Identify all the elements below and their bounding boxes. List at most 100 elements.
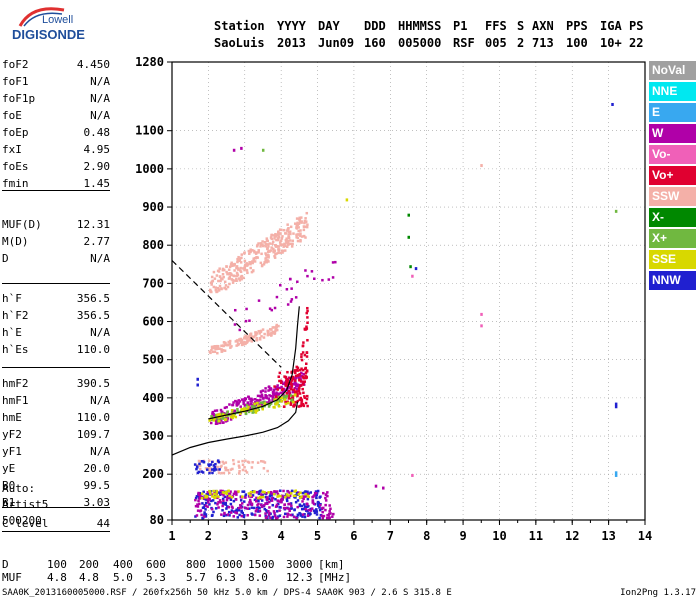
distance-value: 1500 [248, 558, 275, 571]
echo-point [315, 496, 318, 500]
echo-point [261, 244, 265, 248]
echo-point [324, 496, 327, 500]
echo-point [278, 379, 281, 383]
echo-point [195, 514, 199, 517]
echo-point [285, 499, 289, 503]
echo-point [298, 503, 302, 506]
echo-point [273, 250, 276, 253]
echo-point [255, 338, 259, 342]
echo-point [294, 371, 297, 375]
echo-point [232, 510, 236, 513]
x-tick-label: 14 [638, 529, 652, 543]
echo-point [259, 401, 263, 404]
echo-point [232, 401, 235, 404]
echo-point [221, 508, 224, 512]
echo-point [328, 509, 331, 513]
muf-unit: [MHz] [318, 571, 352, 584]
echo-point [231, 403, 235, 407]
echo-point [235, 339, 239, 343]
echo-point [275, 503, 279, 507]
header-col-7-value: 2 [517, 36, 525, 50]
echo-point [273, 256, 277, 259]
echo-point [218, 421, 222, 425]
echo-point [306, 338, 309, 342]
echo-point [221, 349, 224, 353]
echo-point [265, 253, 268, 257]
y-tick-label: 1000 [135, 162, 164, 176]
echo-point [223, 286, 226, 290]
logo-text-digisonde: DIGISONDE [12, 27, 85, 42]
echo-point [222, 493, 225, 497]
param-value: 0.48 [83, 126, 111, 139]
echo-point [217, 460, 221, 464]
muf-value: 4.8 [47, 571, 67, 584]
echo-point [249, 492, 252, 495]
echo-point [246, 263, 250, 266]
echo-point [282, 515, 286, 519]
echo-point [223, 413, 227, 416]
echo-point [239, 496, 243, 499]
plot-frame [171, 61, 646, 521]
echo-point [219, 419, 223, 422]
echo-point [247, 403, 250, 406]
echo-point [240, 277, 243, 281]
echo-point [256, 401, 259, 405]
echo-point [298, 384, 302, 387]
echo-point [274, 232, 277, 236]
echo-point [196, 383, 199, 387]
echo-point [261, 389, 265, 392]
legend-entry: SSE [649, 250, 696, 269]
echo-point [204, 508, 207, 511]
echo-point [230, 509, 234, 512]
echo-point [210, 283, 213, 286]
echo-point [215, 409, 219, 412]
echo-point [293, 403, 296, 407]
echo-point [480, 164, 483, 168]
x-tick-label: 12 [565, 529, 579, 543]
echo-point [206, 493, 210, 496]
echo-point [251, 260, 255, 263]
echo-point [249, 406, 252, 410]
echo-point [255, 508, 258, 511]
echo-point [193, 463, 197, 466]
echo-point [225, 412, 228, 416]
echo-point [255, 336, 258, 340]
x-tick-label: 6 [350, 529, 357, 543]
echo-point [245, 269, 249, 272]
echo-point [280, 237, 284, 240]
echo-point [268, 403, 272, 407]
echo-point [247, 405, 250, 409]
echo-point [250, 405, 254, 408]
param-value: N/A [90, 445, 110, 458]
echo-point [304, 371, 308, 374]
echo-point [227, 268, 231, 271]
param-row: h`E N/A [2, 326, 110, 340]
echo-point [211, 279, 215, 283]
echo-point [267, 509, 270, 513]
echo-point [300, 355, 303, 359]
echo-point [261, 493, 264, 497]
echo-point [237, 472, 241, 475]
echo-point [243, 252, 246, 255]
echo-point [210, 493, 213, 496]
echo-point [318, 508, 322, 512]
echo-point [196, 505, 200, 508]
echo-point [233, 262, 236, 266]
echo-point [243, 268, 246, 272]
echo-point [243, 506, 247, 509]
echo-point [210, 499, 213, 503]
echo-point [244, 469, 247, 473]
echo-point [232, 462, 236, 466]
header-col-2-value: Jun09 [318, 36, 355, 50]
echo-point [230, 273, 233, 277]
echo-point [296, 513, 300, 517]
echo-point [262, 460, 265, 463]
muf-value: 4.8 [79, 571, 99, 584]
echo-point [277, 324, 280, 328]
echo-point [285, 245, 289, 248]
echo-point [226, 410, 230, 413]
echo-point [223, 406, 227, 410]
param-name: h`F2 [2, 309, 29, 322]
echo-point [252, 506, 256, 510]
echo-point [260, 264, 264, 268]
